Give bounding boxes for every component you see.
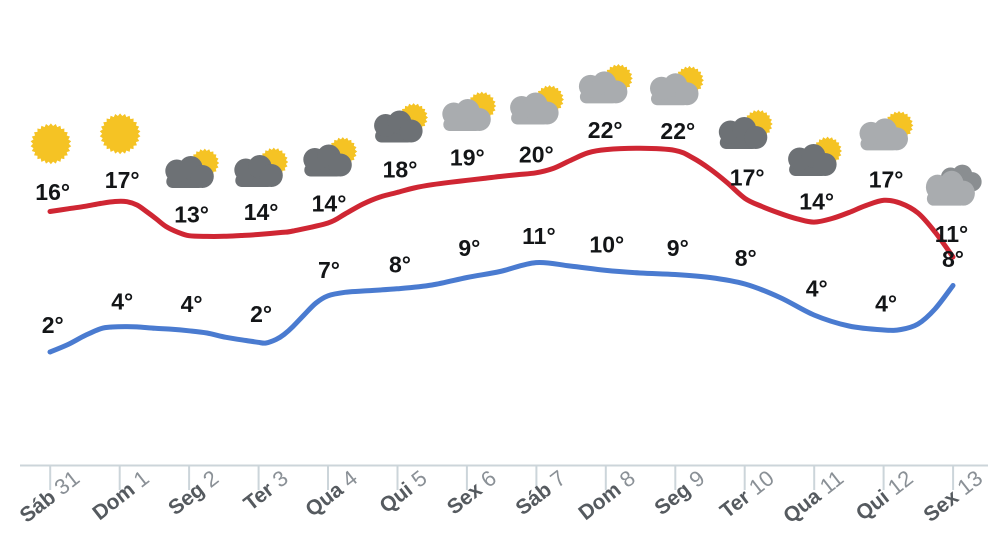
svg-text:20°: 20°: [519, 142, 554, 168]
svg-text:4°: 4°: [806, 276, 828, 302]
svg-text:4°: 4°: [875, 291, 897, 317]
svg-text:Qui 5: Qui 5: [374, 465, 431, 518]
svg-text:Seg 2: Seg 2: [163, 465, 223, 520]
svg-text:8°: 8°: [942, 246, 964, 272]
svg-text:11°: 11°: [935, 221, 969, 247]
svg-text:Qua 4: Qua 4: [300, 465, 362, 521]
svg-text:11°: 11°: [522, 223, 556, 249]
svg-text:Ter 10: Ter 10: [715, 465, 779, 523]
svg-text:Sex 6: Sex 6: [442, 465, 501, 519]
svg-text:16°: 16°: [35, 179, 70, 205]
svg-text:17°: 17°: [730, 165, 765, 191]
svg-text:Ter 3: Ter 3: [238, 465, 292, 515]
svg-text:14°: 14°: [312, 190, 347, 216]
svg-text:4°: 4°: [181, 291, 203, 317]
svg-text:10°: 10°: [589, 232, 624, 258]
svg-text:4°: 4°: [111, 289, 133, 315]
svg-text:19°: 19°: [450, 145, 485, 171]
svg-text:2°: 2°: [42, 312, 64, 338]
svg-text:9°: 9°: [458, 235, 480, 261]
svg-text:2°: 2°: [250, 301, 272, 327]
svg-text:9°: 9°: [667, 235, 689, 261]
svg-text:22°: 22°: [588, 117, 623, 143]
svg-text:8°: 8°: [735, 245, 757, 271]
svg-text:14°: 14°: [244, 199, 279, 225]
svg-text:8°: 8°: [389, 252, 411, 278]
svg-text:Qua 11: Qua 11: [778, 465, 848, 528]
svg-text:17°: 17°: [105, 167, 140, 193]
svg-text:18°: 18°: [383, 156, 418, 182]
svg-text:13°: 13°: [174, 202, 209, 228]
svg-text:Sáb 7: Sáb 7: [510, 465, 570, 520]
svg-text:7°: 7°: [318, 257, 340, 283]
svg-text:14°: 14°: [799, 189, 834, 215]
svg-text:17°: 17°: [869, 167, 904, 193]
svg-text:Seg 9: Seg 9: [649, 465, 709, 520]
svg-text:22°: 22°: [660, 118, 695, 144]
